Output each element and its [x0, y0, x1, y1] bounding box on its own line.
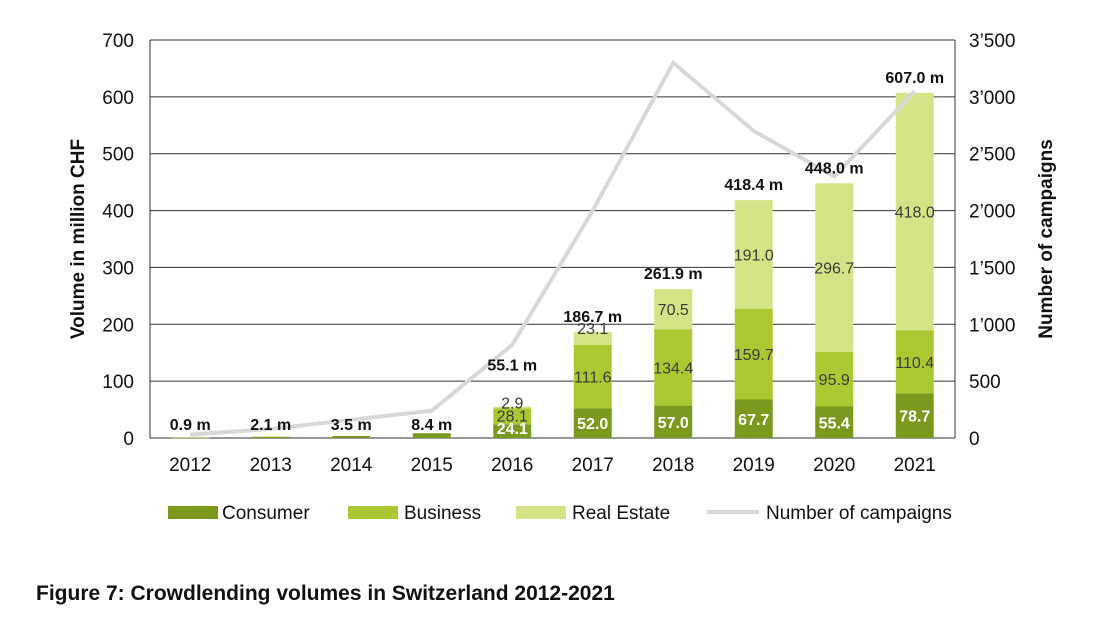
x-tick-label: 2021 [894, 455, 936, 476]
bar-stacks [171, 92, 934, 439]
bar-consumer [734, 399, 773, 438]
bar-consumer [573, 408, 612, 438]
x-tick-label: 2019 [733, 455, 775, 476]
y2-tick-label: 0 [969, 429, 980, 450]
figure-caption: Figure 7: Crowdlending volumes in Switze… [36, 582, 615, 605]
y-tick-label: 100 [102, 372, 134, 393]
bar-real_estate [734, 200, 773, 309]
bar-real_estate [654, 289, 693, 330]
bar-label-consumer: 57.0 [658, 415, 689, 432]
bar-label-consumer: 52.0 [577, 416, 608, 433]
legend-real-estate-label: Real Estate [572, 503, 670, 524]
bar-label-real_estate: 296.7 [814, 261, 854, 278]
bar-consumer [493, 424, 532, 438]
bar-label-consumer: 24.1 [497, 421, 528, 438]
bar-real_estate [895, 92, 934, 331]
legend-consumer-swatch [168, 506, 218, 519]
legend-real-estate-swatch [516, 506, 566, 519]
y2-tick-label: 3’500 [969, 31, 1016, 52]
bar-total-label: 448.0 m [805, 160, 864, 177]
bar-real_estate [815, 183, 854, 352]
bar-total-label: 55.1 m [487, 358, 537, 375]
legend: Consumer Business Real Estate Number of cam… [168, 503, 952, 524]
y-tick-label: 700 [102, 31, 134, 52]
x-tick-label: 2020 [813, 455, 855, 476]
bar-business [493, 408, 532, 425]
campaigns-line-group [190, 59, 917, 437]
bar-consumer [171, 437, 210, 439]
bar-business [895, 330, 934, 394]
y-tick-label: 400 [102, 202, 134, 223]
x-tick-label: 2017 [572, 455, 614, 476]
bar-consumer [332, 436, 371, 438]
bar-business [573, 344, 612, 409]
legend-business-swatch [348, 506, 398, 519]
y2-axis-title: Number of campaigns [1036, 139, 1057, 339]
bar-total-label: 261.9 m [644, 266, 703, 283]
bar-label-consumer: 67.7 [738, 412, 769, 429]
y-tick-label: 500 [102, 145, 134, 166]
legend-campaigns-label: Number of campaigns [766, 503, 952, 524]
x-tick-label: 2013 [250, 455, 292, 476]
y2-tick-label: 3’000 [969, 88, 1016, 109]
axes: 0 100 200 300 400 500 600 700 0 500 1’000 1’500 2’00… [68, 31, 1057, 476]
bar-consumer [412, 433, 451, 438]
bar-label-business: 159.7 [734, 347, 774, 364]
bar-total-label: 8.4 m [411, 417, 452, 434]
bar-total-label: 2.1 m [250, 417, 291, 434]
bar-total-label: 0.9 m [170, 417, 211, 434]
campaigns-line [190, 59, 917, 437]
x-tick-label: 2014 [330, 455, 373, 476]
bar-label-business: 110.4 [895, 355, 934, 372]
bar-total-label: 418.4 m [724, 177, 783, 194]
data-labels: 0.9 m 2.1 m 3.5 m 8.4 m 24.128.12.9 55.1 m 52.… [170, 70, 944, 438]
bar-real_estate [493, 406, 532, 409]
bar-label-business: 111.6 [574, 370, 612, 387]
y2-tick-label: 500 [969, 372, 1001, 393]
y2-tick-label: 2’500 [969, 145, 1016, 166]
bar-total-label: 3.5 m [331, 417, 372, 434]
bar-label-business: 95.9 [819, 372, 850, 389]
x-tick-label: 2012 [169, 455, 211, 476]
y-tick-label: 0 [123, 429, 134, 450]
gridlines [150, 39, 955, 439]
bar-consumer [654, 405, 693, 438]
bar-label-real_estate: 23.1 [577, 321, 608, 338]
bar-real_estate [573, 331, 612, 345]
x-tick-label: 2018 [652, 455, 694, 476]
bar-business [815, 351, 854, 407]
legend-business-label: Business [404, 503, 481, 524]
bar-label-business: 134.4 [653, 360, 693, 377]
x-tick-label: 2015 [411, 455, 453, 476]
y-axis-title: Volume in million CHF [68, 139, 89, 339]
x-tick-label: 2016 [491, 455, 533, 476]
bar-label-real_estate: 191.0 [734, 247, 774, 264]
y2-tick-label: 1’500 [969, 258, 1016, 279]
bar-label-consumer: 55.4 [819, 415, 850, 432]
bar-label-real_estate: 418.0 [895, 205, 935, 222]
y-tick-label: 600 [102, 88, 134, 109]
bar-total-label: 186.7 m [563, 309, 622, 326]
bar-total-label: 607.0 m [885, 70, 944, 87]
bar-label-real_estate: 70.5 [658, 302, 689, 319]
y-tick-label: 200 [102, 315, 134, 336]
y2-tick-label: 2’000 [969, 202, 1016, 223]
bar-label-real_estate: 2.9 [501, 396, 523, 413]
bar-business [654, 329, 693, 406]
y-tick-label: 300 [102, 258, 134, 279]
bar-consumer [815, 406, 854, 438]
y2-tick-label: 1’000 [969, 315, 1016, 336]
bar-business [734, 308, 773, 400]
bar-consumer [251, 436, 290, 438]
bar-label-business: 28.1 [497, 408, 528, 425]
legend-consumer-label: Consumer [222, 503, 310, 524]
bar-label-consumer: 78.7 [899, 409, 930, 426]
bar-consumer [895, 393, 934, 438]
